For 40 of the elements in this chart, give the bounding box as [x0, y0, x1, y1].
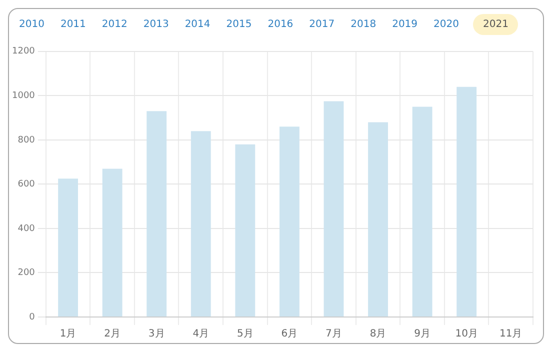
bar: [58, 178, 78, 316]
x-tick-label: 10月: [455, 328, 478, 340]
text: 2016: [266, 18, 294, 32]
y-tick-label: 0: [29, 312, 36, 322]
x-tick-label: 3月: [148, 328, 165, 340]
x-tick-label: 9月: [414, 328, 430, 340]
text: 2019: [391, 18, 419, 32]
x-tick-label: 11月: [499, 328, 522, 340]
text: 2021: [472, 14, 518, 34]
bar: [102, 168, 122, 316]
bar: [412, 106, 432, 316]
bar: [146, 111, 167, 316]
x-tick-label: 2月: [104, 328, 121, 340]
text: 2011: [59, 18, 87, 32]
x-tick-label: 8月: [370, 328, 386, 340]
bar: [324, 101, 344, 316]
x-tick-label: 6月: [281, 328, 298, 340]
text: 2014: [184, 18, 212, 32]
text: 2018: [350, 18, 378, 32]
text: 2010: [18, 18, 46, 32]
bar: [456, 86, 477, 316]
x-tick-label: 1月: [60, 328, 76, 340]
y-tick-label: 200: [18, 268, 36, 278]
text: 2020: [432, 18, 460, 32]
bar: [190, 131, 211, 316]
y-tick-label: 800: [18, 135, 36, 146]
y-tick-label: 400: [18, 224, 36, 234]
text: 2013: [142, 18, 170, 32]
y-tick-label: 600: [18, 180, 36, 190]
x-tick-label: 4月: [192, 328, 210, 340]
x-tick-label: 5月: [236, 328, 254, 340]
text: 2015: [225, 18, 253, 32]
text: 2017: [308, 18, 336, 32]
bar: [368, 122, 388, 316]
y-tick-label: 1000: [12, 91, 36, 102]
bar: [279, 126, 300, 316]
text: 2012: [100, 18, 128, 32]
y-tick-label: 1200: [12, 46, 36, 57]
bar: [235, 144, 256, 316]
x-tick-label: 7月: [326, 328, 342, 340]
